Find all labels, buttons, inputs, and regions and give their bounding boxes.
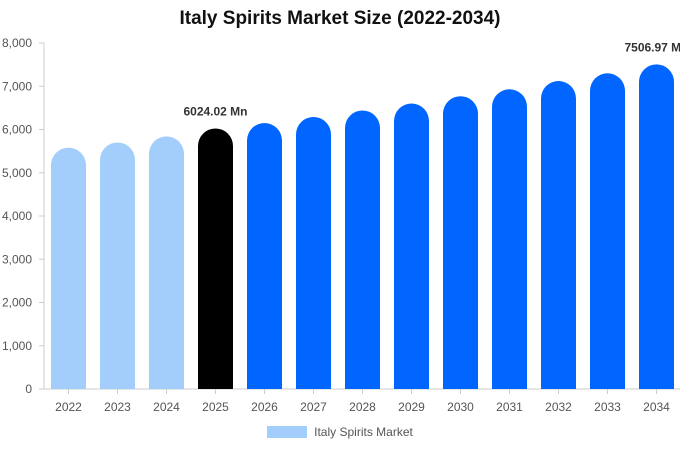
x-tick-label: 2023 [104, 400, 131, 414]
x-tick-label: 2030 [447, 400, 474, 414]
bars-group [51, 64, 674, 390]
y-tick-label: 4,000 [2, 209, 32, 223]
bar-2034 [639, 64, 674, 390]
bar-2026 [247, 123, 282, 389]
data-label: 6024.02 Mn [183, 104, 247, 118]
bar-2023 [100, 142, 135, 389]
legend-label: Italy Spirits Market [314, 425, 413, 439]
x-tick-label: 2029 [398, 400, 425, 414]
bar-2030 [443, 96, 478, 389]
x-axis: 2022 2023 2024 2025 2026 2027 2028 2029 2030 2031… [44, 388, 680, 414]
legend: Italy Spirits Market [0, 425, 680, 439]
bar-2022 [51, 147, 86, 389]
bar-2029 [394, 103, 429, 390]
y-tick-label: 1,000 [2, 339, 32, 353]
x-tick-label: 2026 [251, 400, 278, 414]
bar-2033 [590, 73, 625, 390]
y-tick-label: 3,000 [2, 252, 32, 266]
x-tick-label: 2027 [300, 400, 327, 414]
y-tick-label: 7,000 [2, 79, 32, 93]
legend-swatch [267, 426, 308, 438]
bar-2024 [149, 136, 184, 389]
annotations-group: 6024.02 Mn 7506.97 Mn [183, 40, 680, 118]
bar-2031 [492, 89, 527, 389]
chart-title: Italy Spirits Market Size (2022-2034) [179, 8, 501, 29]
y-tick-label: 0 [25, 382, 32, 396]
y-tick-label: 6,000 [2, 123, 32, 137]
y-tick-label: 5,000 [2, 166, 32, 180]
x-tick-label: 2033 [594, 400, 621, 414]
x-tick-label: 2024 [153, 400, 180, 414]
bar-2027 [296, 116, 331, 389]
data-label: 7506.97 Mn [624, 40, 680, 54]
x-tick-label: 2022 [55, 400, 82, 414]
bar-2032 [541, 81, 576, 389]
y-tick-label: 8,000 [2, 36, 32, 50]
y-tick-label: 2,000 [2, 296, 32, 310]
x-tick-label: 2025 [202, 400, 229, 414]
x-tick-label: 2028 [349, 400, 376, 414]
bar-2028 [345, 110, 380, 389]
x-tick-label: 2032 [545, 400, 572, 414]
x-tick-label: 2034 [643, 400, 670, 414]
bar-2025 [198, 128, 233, 390]
y-axis: 0 1,000 2,000 3,000 4,000 5,000 6,000 7,000 8,00… [2, 36, 45, 396]
x-tick-label: 2031 [496, 400, 523, 414]
